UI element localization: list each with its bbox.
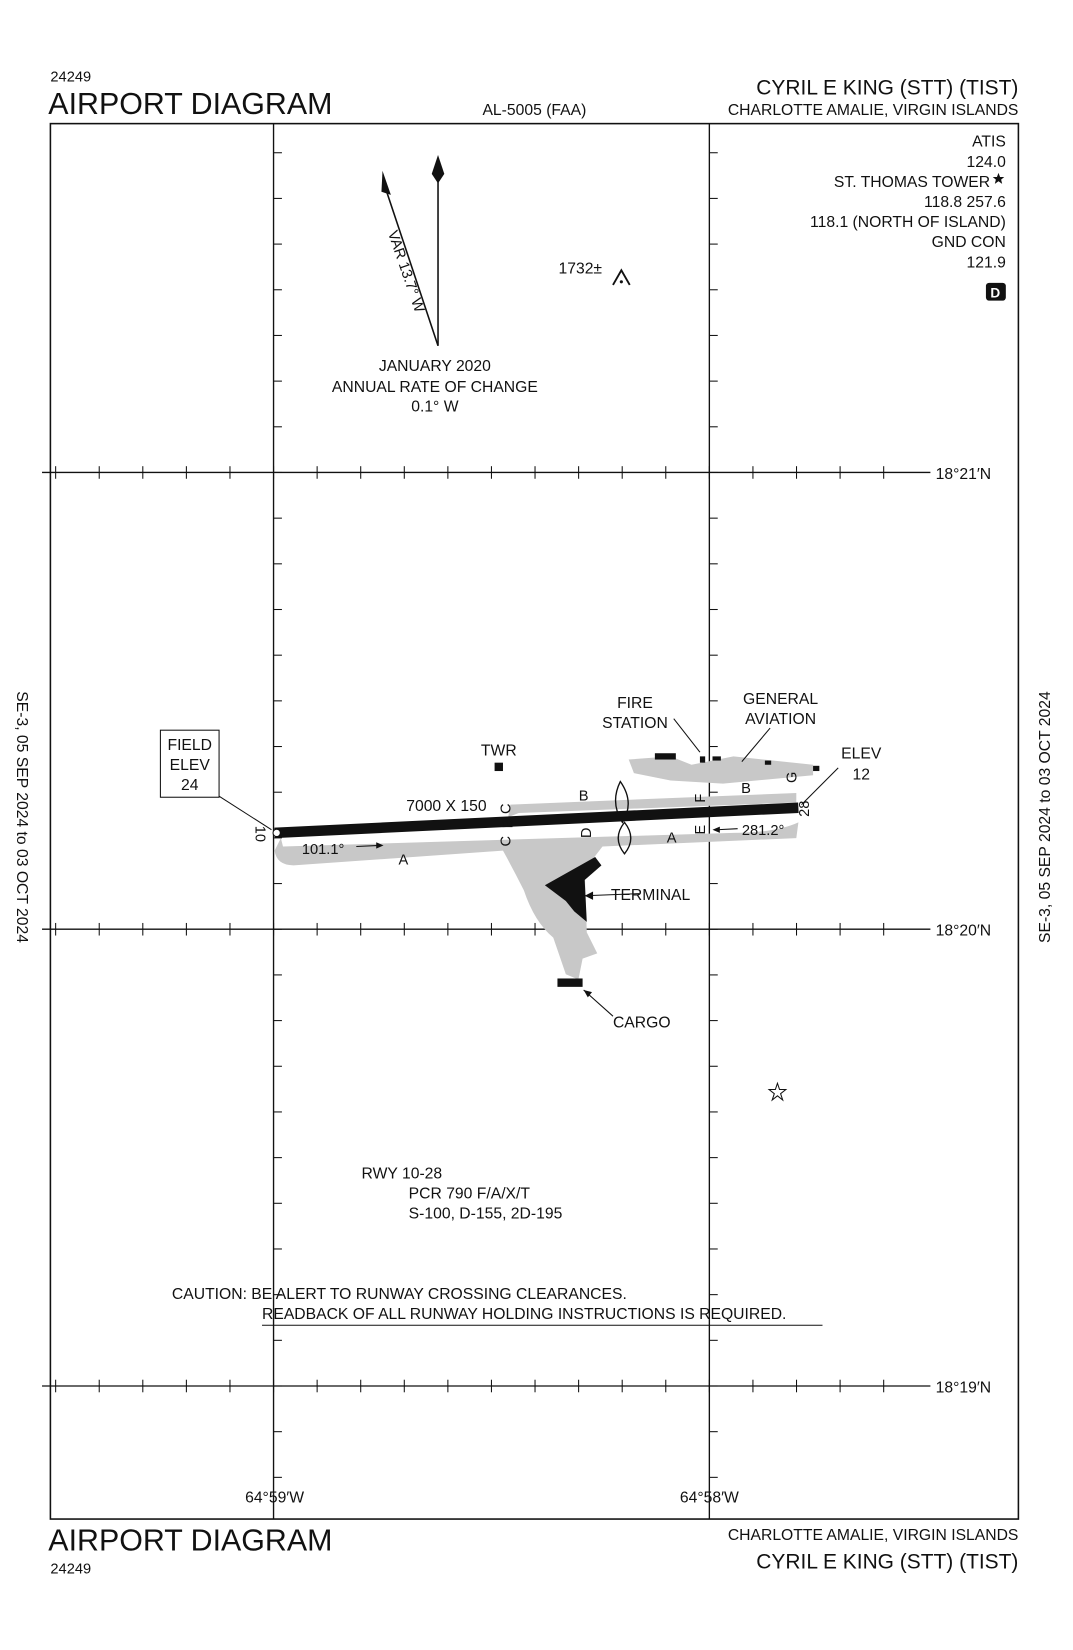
star [992, 172, 1005, 184]
airfield [159, 282, 1006, 1326]
chart-code: 24249 [50, 1562, 91, 1578]
taxiway-label: C [498, 836, 514, 847]
runway-end: 10 [252, 826, 268, 842]
epoch: JANUARY 2020 [379, 358, 491, 375]
chart-code: 24249 [50, 70, 91, 86]
field-elev: FIELD [167, 737, 212, 754]
taxiway-label: E [693, 825, 709, 835]
frequency: GND CON [932, 234, 1006, 251]
frequency: ST. THOMAS TOWER [834, 174, 990, 191]
taxiway-label: B [500, 819, 516, 829]
latitude: 18°20′N [936, 923, 992, 940]
taxiway-label: G [784, 772, 800, 783]
longitude: 64°58′W [680, 1489, 739, 1506]
taxiway-label: B [741, 781, 751, 797]
runway-note: S-100, D-155, 2D-195 [409, 1205, 563, 1222]
d-symbol: D [990, 286, 1000, 301]
taxiway-label: C [498, 803, 514, 814]
elev-28: ELEV [841, 745, 882, 762]
cargo: CARGO [613, 1015, 671, 1032]
general-aviation: GENERAL [743, 691, 818, 708]
twr: TWR [481, 742, 517, 759]
location: CHARLOTTE AMALIE, VIRGIN ISLANDS [728, 1527, 1019, 1544]
rate: 0.1° W [411, 399, 458, 416]
frequency: 124.0 [967, 154, 1007, 171]
chart-title: AIRPORT DIAGRAM [48, 87, 332, 121]
elev-28: 12 [853, 766, 870, 783]
beacon [767, 1081, 788, 1102]
heading: 101.1° [302, 842, 345, 858]
chart-id: AL-5005 (FAA) [482, 102, 586, 119]
frequency: ATIS [972, 134, 1006, 151]
rate-title: ANNUAL RATE OF CHANGE [332, 379, 538, 396]
runway-size: 7000 X 150 [406, 798, 487, 815]
frame [49, 122, 1020, 1520]
frequency: 118.1 (NORTH OF ISLAND) [810, 214, 1006, 231]
general-aviation: AVIATION [745, 711, 816, 728]
latitude: 18°21′N [936, 466, 992, 483]
runway-end: 28 [797, 801, 813, 817]
heading: 281.2° [742, 823, 785, 839]
tower [494, 762, 503, 772]
location: CHARLOTTE AMALIE, VIRGIN ISLANDS [728, 102, 1019, 119]
frequency: 121.9 [967, 254, 1006, 271]
cargo-building [557, 978, 583, 987]
latitude: 18°19′N [936, 1379, 992, 1396]
caution: CAUTION: BE ALERT TO RUNWAY CROSSING CLE… [172, 1286, 627, 1303]
taxiway-label: D [579, 828, 595, 839]
fire-station: FIRE [617, 695, 653, 712]
layout [42, 122, 1020, 1520]
runway-note: PCR 790 F/A/X/T [409, 1185, 531, 1202]
airport-name: CYRIL E KING (STT) (TIST) [756, 1550, 1018, 1573]
north-arrows [381, 155, 631, 346]
obstacle: 1732± [559, 260, 603, 277]
field-elev: 24 [181, 777, 199, 794]
chart-title: AIRPORT DIAGRAM [48, 1523, 332, 1557]
variation: VAR 13.7° W [384, 229, 427, 315]
effective-dates: SE-3, 05 SEP 2024 to 03 OCT 2024 [1037, 691, 1054, 943]
field-elev: ELEV [170, 757, 211, 774]
terminal-building [544, 856, 602, 922]
caution: READBACK OF ALL RUNWAY HOLDING INSTRUCTI… [262, 1306, 786, 1323]
taxiway-label: A [399, 852, 409, 868]
taxiway-label: A [667, 830, 677, 846]
fire-station: STATION [602, 715, 668, 732]
frequency: 118.8 257.6 [924, 194, 1006, 211]
terminal: TERMINAL [611, 887, 691, 904]
taxiway-label: B [579, 788, 589, 804]
taxiway-label: F [693, 794, 709, 803]
effective-dates: SE-3, 05 SEP 2024 to 03 OCT 2024 [13, 691, 30, 943]
airport-name: CYRIL E KING (STT) (TIST) [756, 76, 1018, 99]
runway-note: RWY 10-28 [362, 1166, 443, 1183]
longitude: 64°59′W [245, 1489, 304, 1506]
